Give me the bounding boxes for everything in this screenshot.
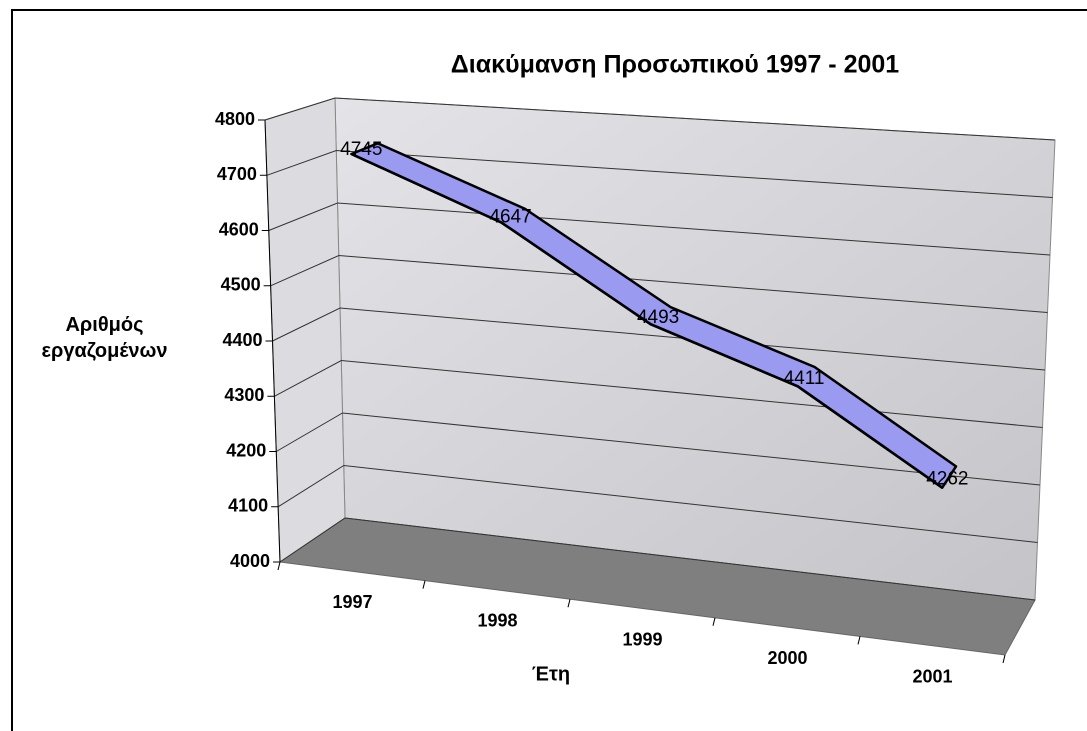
y-tick-label: 4500 — [221, 275, 261, 295]
y-tick-label: 4100 — [228, 496, 268, 516]
data-label: 4647 — [489, 207, 531, 228]
grid-line — [279, 517, 1036, 601]
data-label: 4262 — [926, 469, 968, 490]
y-tick-label: 4800 — [215, 109, 255, 129]
x-axis-title: Έτη — [532, 663, 570, 685]
grid-line — [274, 359, 1043, 428]
grid-line — [264, 97, 1056, 141]
grid-line — [268, 202, 1051, 256]
line — [350, 152, 943, 489]
x-tick-label: 1997 — [332, 592, 372, 612]
grid-line — [270, 254, 1048, 313]
x-tick — [712, 617, 716, 626]
plot-area: 4000 4100 4200 4300 4400 4500 4600 4700 4800 1997… — [215, 97, 1056, 686]
x-tick-label: 2000 — [767, 648, 807, 668]
y-tick-label: 4000 — [230, 551, 270, 571]
y-tick-label: 4400 — [222, 330, 262, 350]
x-tick — [857, 636, 861, 645]
grid-line — [276, 412, 1041, 486]
y-tick-label: 4300 — [224, 385, 264, 405]
x-tick-label: 2001 — [912, 666, 952, 686]
x-tick — [567, 599, 571, 608]
y-tick-label: 4200 — [226, 440, 266, 460]
x-tick — [422, 580, 426, 589]
y-axis — [264, 119, 281, 563]
frame — [11, 9, 1087, 731]
data-label: 4493 — [637, 307, 679, 328]
grid-line — [272, 307, 1046, 371]
y-tick-label: 4700 — [217, 164, 257, 184]
chart-title: Διακύμανση Προσωπικού 1997 - 2001 — [451, 51, 899, 79]
x-tick — [1002, 654, 1006, 664]
side-wall — [264, 97, 346, 563]
y-tick-label: 4600 — [219, 219, 259, 239]
grid-line — [277, 464, 1038, 543]
y-axis-title: Αριθμός εργαζομένων — [41, 314, 168, 362]
x-tick-label: 1998 — [477, 611, 517, 631]
grid-line — [266, 149, 1053, 198]
x-tick — [277, 561, 281, 571]
x-tick-label: 1999 — [622, 629, 662, 649]
data-label: 4745 — [340, 139, 382, 160]
data-label: 4411 — [784, 368, 825, 389]
